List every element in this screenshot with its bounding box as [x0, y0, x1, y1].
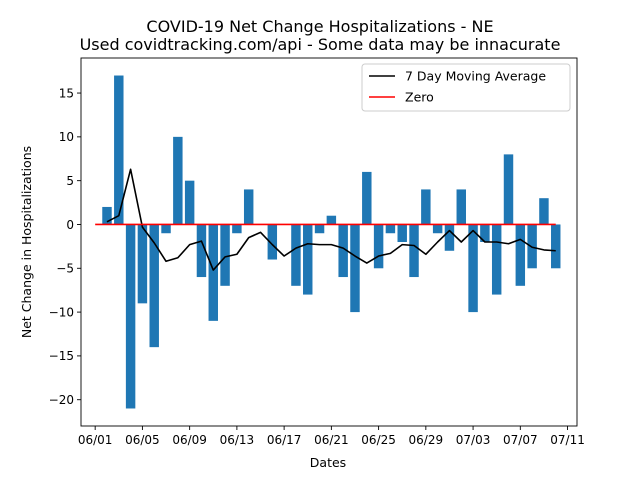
legend-box: [361, 63, 571, 112]
y-tick-label: 10: [59, 130, 74, 144]
bar-mark: [314, 224, 325, 234]
bar-mark: [125, 224, 136, 409]
bar-mark: [243, 189, 254, 225]
bar-mark: [291, 224, 301, 286]
bar-mark: [184, 180, 195, 225]
bar-mark: [173, 136, 183, 225]
y-axis-label: Net Change in Hospitalizations: [19, 146, 34, 338]
bar-mark: [480, 224, 490, 242]
x-axis-label: Dates: [310, 455, 346, 470]
x-tick-label: 06/17: [267, 433, 302, 447]
bar-mark: [362, 171, 372, 225]
bar-mark: [551, 224, 561, 269]
bar-mark: [456, 189, 466, 225]
chart-title-line2: Used covidtracking.com/api - Some data m…: [80, 35, 561, 54]
bar-mark: [208, 224, 218, 321]
y-tick-label: 15: [59, 86, 74, 100]
x-tick-label: 07/07: [503, 433, 538, 447]
bar-mark: [326, 215, 337, 225]
legend-zero-label: Zero: [405, 90, 434, 105]
chart-title-line1: COVID-19 Net Change Hospitalizations - N…: [146, 17, 493, 36]
bar-mark: [444, 224, 455, 251]
bar-mark: [373, 224, 384, 269]
bar-mark: [515, 224, 526, 286]
y-tick-label: −15: [49, 349, 74, 363]
x-tick-label: 06/25: [361, 433, 396, 447]
x-tick-label: 06/21: [314, 433, 349, 447]
x-tick-label: 07/03: [456, 433, 491, 447]
axes: −20 −15 −10 −5 0 5 10 15 06/01 06/05 06/09 06/13 06/…: [49, 57, 585, 447]
bar-mark: [350, 224, 360, 313]
bar-mark: [468, 224, 478, 313]
bar-mark: [220, 224, 230, 286]
x-tick-label: 06/05: [125, 433, 160, 447]
bar-mark: [149, 224, 159, 348]
y-tick-label: −10: [49, 305, 74, 319]
bar-mark: [161, 224, 171, 234]
y-tick-label: 5: [66, 174, 74, 188]
x-tick-label: 06/29: [409, 433, 444, 447]
bar-mark: [267, 224, 278, 260]
bar-mark: [338, 224, 348, 278]
x-tick-label: 06/09: [172, 433, 207, 447]
legend: 7 Day Moving Average Zero: [361, 63, 571, 112]
bar-mark: [397, 224, 407, 242]
x-tick-label: 07/11: [550, 433, 585, 447]
bar-mark: [409, 224, 419, 278]
bar-mark: [114, 75, 124, 225]
x-tick-label: 06/13: [220, 433, 255, 447]
plot-area: [95, 75, 561, 409]
bar-mark: [137, 224, 148, 304]
y-tick-label: 0: [66, 218, 74, 232]
axes-frame: [80, 57, 578, 427]
y-tick-label: −20: [49, 393, 74, 407]
bar-mark: [539, 198, 549, 225]
y-tick-label: −5: [56, 262, 74, 276]
bar-mark: [385, 224, 396, 234]
bar-mark: [421, 189, 431, 225]
bar-mark: [232, 224, 242, 234]
bar-mark: [303, 224, 313, 295]
bar-mark: [102, 206, 112, 225]
x-tick-label: 06/01: [78, 433, 113, 447]
legend-moving-average-label: 7 Day Moving Average: [405, 69, 546, 84]
bar-mark: [491, 224, 502, 295]
bar-mark: [432, 224, 443, 234]
bar-mark: [503, 154, 514, 225]
bar-mark: [196, 224, 207, 278]
moving-average-line: [106, 168, 556, 271]
